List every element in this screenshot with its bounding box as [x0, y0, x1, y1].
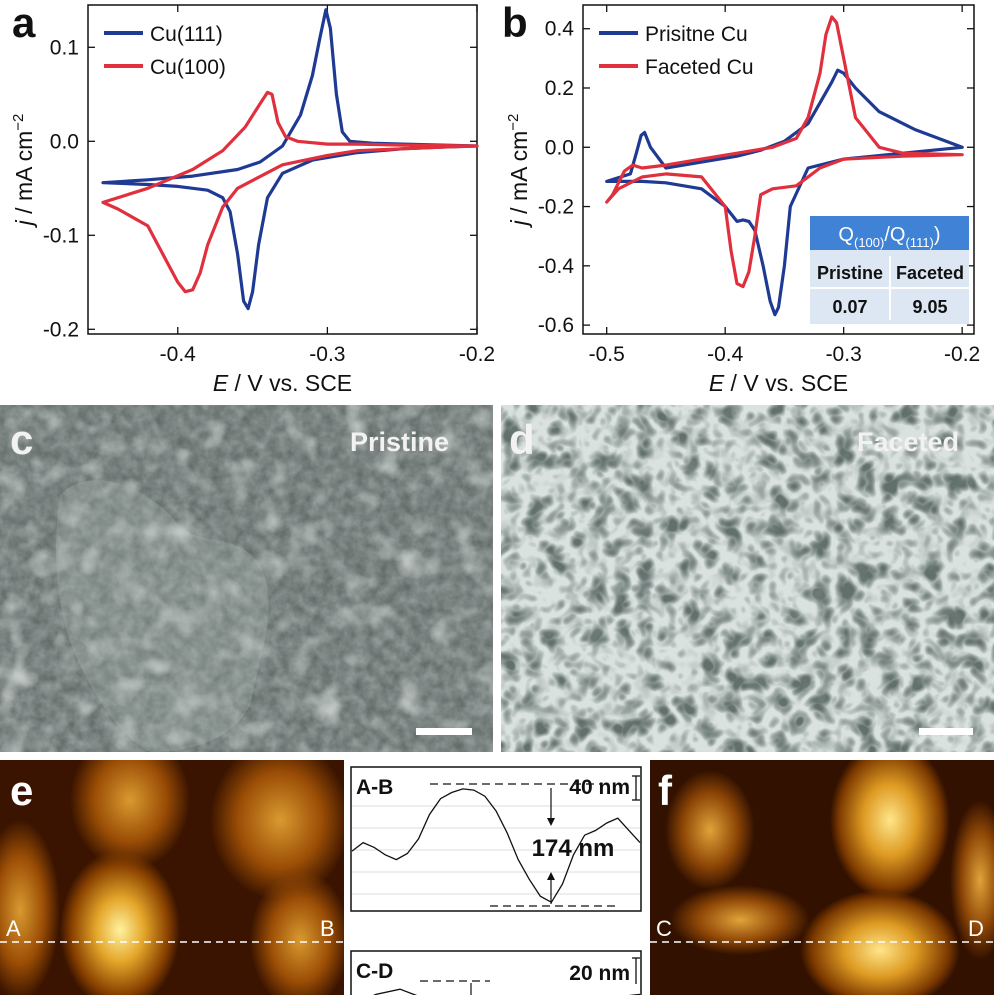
- y-tick-label: -0.4: [538, 255, 575, 278]
- afm-marker-b: B: [320, 916, 335, 941]
- y-tick-label: 0.0: [50, 130, 79, 153]
- y-tick-label: -0.1: [43, 224, 79, 247]
- profile-height-label-ab: 174 nm: [532, 835, 615, 862]
- sem-image-faceted: d Faceted: [501, 405, 994, 752]
- sem-texture-pristine: [0, 405, 493, 752]
- x-tick-label: -0.3: [309, 343, 345, 366]
- y-tick-label: 0.2: [545, 77, 574, 100]
- afm-marker-c: C: [656, 916, 672, 941]
- x-tick-label: -0.4: [160, 343, 197, 366]
- panel-label-c: c: [10, 416, 34, 463]
- scale-bar-c: [416, 728, 472, 735]
- series-line: [101, 90, 479, 294]
- table-value-pristine: 0.07: [832, 297, 867, 317]
- series-line: [605, 68, 964, 317]
- sem-texture-faceted: [501, 405, 994, 752]
- series-line: [605, 15, 964, 289]
- y-tick-label: 0.1: [50, 36, 79, 59]
- profile-arrowhead: [547, 872, 555, 880]
- afm-image-e: e A B: [0, 760, 344, 995]
- x-tick-label: -0.3: [826, 343, 862, 366]
- legend-label: Faceted Cu: [645, 56, 754, 79]
- afm-marker-a: A: [6, 916, 21, 941]
- afm-texture-f: [650, 760, 994, 995]
- panel-label-b: b: [502, 0, 528, 46]
- height-profile-ab: A-B 40 nm 174 nm: [350, 766, 642, 912]
- x-tick-label: -0.2: [944, 343, 980, 366]
- profile-frame: [350, 766, 642, 912]
- sem-image-pristine: c Pristine: [0, 405, 493, 752]
- profile-label-ab: A-B: [356, 776, 393, 799]
- afm-texture-e: [0, 760, 344, 995]
- legend-label: Cu(111): [150, 23, 223, 46]
- y-axis-label: j / mA cm−2: [505, 114, 532, 229]
- panel-label-d: d: [509, 416, 535, 463]
- profile-label-cd: C-D: [356, 960, 393, 983]
- x-tick-label: -0.2: [459, 343, 495, 366]
- y-tick-label: 0.4: [545, 18, 575, 41]
- cv-chart-b: -0.5 -0.4 -0.3 -0.2 -0.6 -0.4 -0.2 0.0 0.2 0.4 Pri…: [505, 4, 980, 396]
- profile-scale-label-cd: 20 nm: [569, 962, 630, 985]
- y-axis-label: j / mA cm−2: [10, 114, 37, 229]
- profile-line: [351, 788, 641, 904]
- plot-frame: [87, 4, 478, 335]
- cv-chart-a: -0.4 -0.3 -0.2 -0.2 -0.1 0.0 0.1 Cu(111) Cu(100)…: [10, 4, 495, 396]
- profile-line: [372, 988, 641, 995]
- sem-caption-pristine: Pristine: [350, 427, 450, 457]
- height-profile-cd: C-D 20 nm: [350, 950, 642, 995]
- y-tick-label: 0.0: [545, 136, 574, 159]
- afm-image-f: f C D: [650, 760, 994, 995]
- plot-frame: [582, 4, 975, 335]
- profile-scale-label-ab: 40 nm: [569, 776, 630, 799]
- x-tick-label: -0.5: [589, 343, 625, 366]
- table-header-label: Q(100)/Q(111)): [838, 224, 940, 250]
- legend-label: Cu(100): [150, 56, 226, 79]
- sem-caption-faceted: Faceted: [857, 427, 960, 457]
- table-value-faceted: 9.05: [912, 297, 947, 317]
- afm-marker-d: D: [968, 916, 984, 941]
- panel-label-e: e: [10, 767, 34, 814]
- y-tick-label: -0.2: [538, 196, 574, 219]
- profile-frame: [350, 950, 642, 995]
- legend-label: Prisitne Cu: [645, 23, 748, 46]
- y-tick-label: -0.6: [538, 314, 574, 337]
- series-line: [101, 8, 479, 311]
- panel-label-f: f: [658, 767, 672, 814]
- profile-arrowhead: [547, 818, 555, 826]
- scale-bar-d: [919, 728, 973, 735]
- y-tick-label: -0.2: [43, 318, 79, 341]
- table-col-pristine: Pristine: [817, 263, 883, 283]
- table-col-faceted: Faceted: [896, 263, 964, 283]
- x-tick-label: -0.4: [707, 343, 744, 366]
- panel-label-a: a: [12, 0, 36, 46]
- table-header-cell: [810, 216, 969, 250]
- x-axis-label: E / V vs. SCE: [709, 370, 848, 396]
- x-axis-label: E / V vs. SCE: [213, 370, 352, 396]
